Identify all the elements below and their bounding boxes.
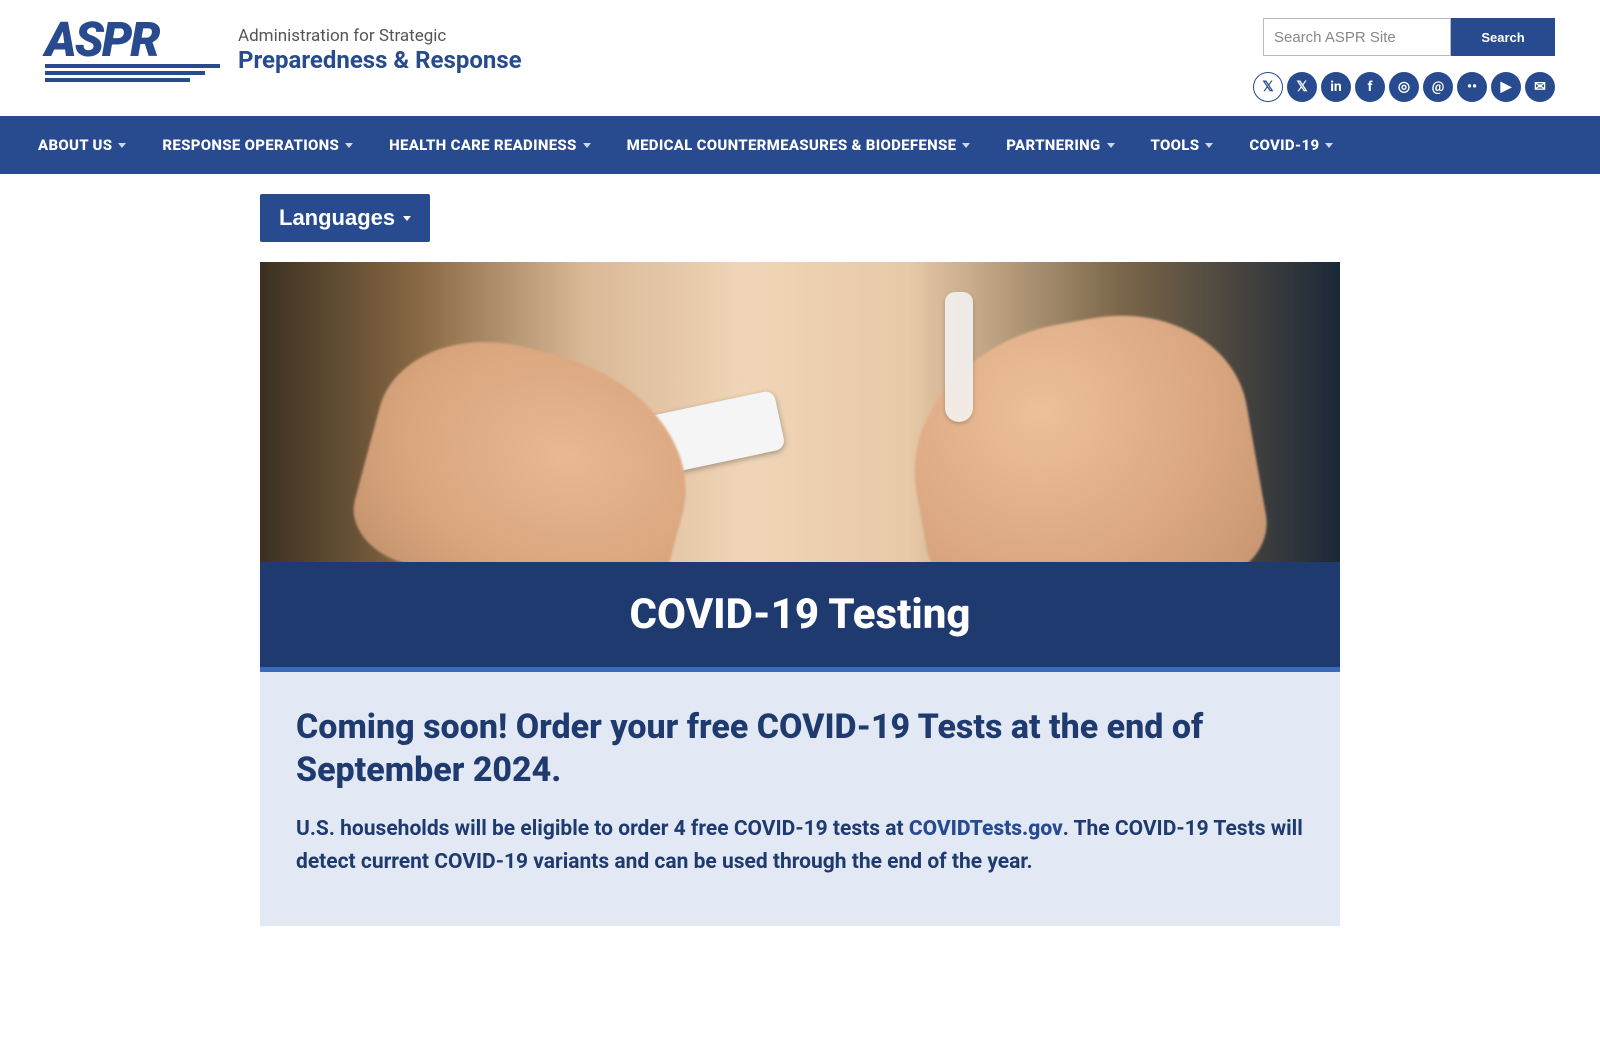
instagram-icon[interactable]: ◎ <box>1389 72 1419 102</box>
chevron-down-icon <box>118 143 126 148</box>
hero-image <box>260 262 1340 562</box>
chevron-down-icon <box>345 143 353 148</box>
x-outline-icon[interactable]: 𝕏 <box>1253 72 1283 102</box>
site-header: ASPR Administration for Strategic Prepar… <box>0 0 1600 116</box>
covidtests-link[interactable]: COVIDTests.gov <box>909 817 1063 841</box>
content: Languages COVID-19 Testing Coming soon! … <box>260 174 1340 966</box>
header-right: Search 𝕏𝕏inf◎@••▶✉ <box>1253 18 1555 102</box>
chevron-down-icon <box>583 143 591 148</box>
chevron-down-icon <box>1107 143 1115 148</box>
nav-label: TOOLS <box>1151 136 1200 154</box>
facebook-icon[interactable]: f <box>1355 72 1385 102</box>
nav-label: COVID-19 <box>1249 136 1319 154</box>
chevron-down-icon <box>1325 143 1333 148</box>
logo-text: ASPR <box>45 18 220 61</box>
nav-label: HEALTH CARE READINESS <box>389 136 577 154</box>
search-input[interactable] <box>1263 18 1451 56</box>
hero-title-bar: COVID-19 Testing <box>260 562 1340 672</box>
logo-bars <box>45 64 220 82</box>
tagline-line-2: Preparedness & Response <box>238 46 522 74</box>
social-icons: 𝕏𝕏inf◎@••▶✉ <box>1253 72 1555 102</box>
nav-label: ABOUT US <box>38 136 112 154</box>
nav-label: PARTNERING <box>1006 136 1100 154</box>
languages-dropdown[interactable]: Languages <box>260 194 430 242</box>
languages-label: Languages <box>279 205 395 231</box>
info-body: U.S. households will be eligible to orde… <box>296 813 1304 878</box>
info-heading: Coming soon! Order your free COVID-19 Te… <box>296 706 1304 791</box>
youtube-icon[interactable]: ▶ <box>1491 72 1521 102</box>
info-panel: Coming soon! Order your free COVID-19 Te… <box>260 672 1340 926</box>
hero-title: COVID-19 Testing <box>280 590 1320 639</box>
logo-mark: ASPR <box>45 18 220 82</box>
search-form: Search <box>1263 18 1555 56</box>
info-body-pre: U.S. households will be eligible to orde… <box>296 817 909 841</box>
nav-partnering[interactable]: PARTNERING <box>988 116 1132 174</box>
main-nav: ABOUT US RESPONSE OPERATIONS HEALTH CARE R… <box>0 116 1600 174</box>
logo-block[interactable]: ASPR Administration for Strategic Prepar… <box>45 18 522 82</box>
logo-subtitle: Administration for Strategic Preparednes… <box>238 26 522 74</box>
nav-response-operations[interactable]: RESPONSE OPERATIONS <box>144 116 371 174</box>
linkedin-icon[interactable]: in <box>1321 72 1351 102</box>
threads-icon[interactable]: @ <box>1423 72 1453 102</box>
email-icon[interactable]: ✉ <box>1525 72 1555 102</box>
nav-label: RESPONSE OPERATIONS <box>162 136 339 154</box>
x-icon[interactable]: 𝕏 <box>1287 72 1317 102</box>
chevron-down-icon <box>962 143 970 148</box>
flickr-icon[interactable]: •• <box>1457 72 1487 102</box>
chevron-down-icon <box>403 216 411 221</box>
chevron-down-icon <box>1205 143 1213 148</box>
nav-about-us[interactable]: ABOUT US <box>20 116 144 174</box>
nav-tools[interactable]: TOOLS <box>1133 116 1232 174</box>
nav-covid-19[interactable]: COVID-19 <box>1231 116 1351 174</box>
nav-medical-countermeasures-biodefense[interactable]: MEDICAL COUNTERMEASURES & BIODEFENSE <box>609 116 989 174</box>
tagline-line-1: Administration for Strategic <box>238 26 522 46</box>
search-button[interactable]: Search <box>1451 18 1555 56</box>
nav-health-care-readiness[interactable]: HEALTH CARE READINESS <box>371 116 609 174</box>
nav-label: MEDICAL COUNTERMEASURES & BIODEFENSE <box>627 136 957 154</box>
